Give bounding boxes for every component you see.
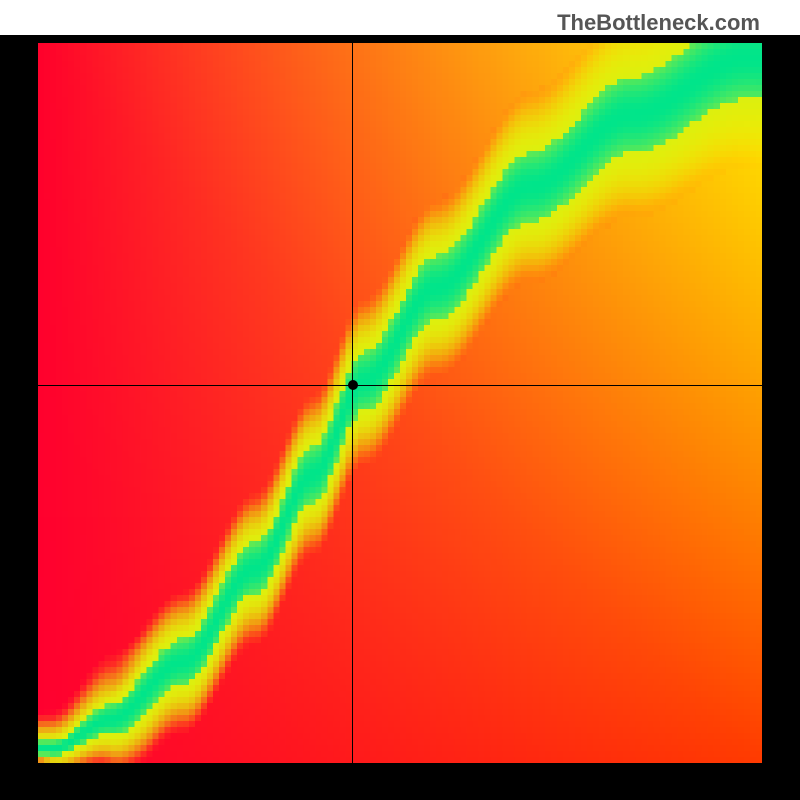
data-point-marker [348,380,358,390]
watermark-text: TheBottleneck.com [557,10,760,36]
heatmap-canvas [38,43,762,763]
crosshair-horizontal [38,385,762,386]
crosshair-vertical [352,43,353,763]
